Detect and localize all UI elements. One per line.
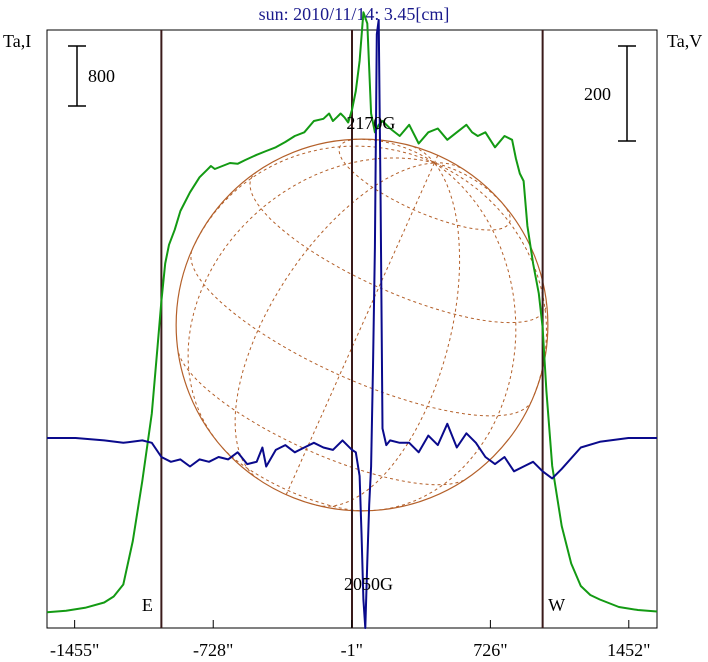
disk-limb	[175, 138, 549, 512]
x-ticks: -1455" -728" -1" 726" 1452"	[50, 620, 650, 660]
longitude-line	[434, 162, 501, 202]
annotation-peak-positive: 2170G	[346, 113, 395, 133]
left-axis-label: Ta,I	[3, 31, 31, 51]
chart-title: sun: 2010/11/14: 3.45[cm]	[259, 4, 450, 24]
annotation-peak-negative: 2050G	[344, 574, 393, 594]
left-scale-bar	[68, 45, 86, 107]
latitude-line	[222, 447, 364, 512]
longitude-line	[362, 138, 435, 164]
right-axis-label: Ta,V	[667, 31, 702, 51]
limb-label-e: E	[142, 595, 153, 615]
latitude-line	[338, 138, 511, 231]
longitude-line	[372, 162, 517, 512]
series-lines	[46, 11, 658, 629]
solar-disk-grid	[175, 138, 549, 512]
x-tick-label: 726"	[473, 640, 507, 660]
x-tick-label: 1452"	[607, 640, 650, 660]
x-tick-label: -1455"	[50, 640, 99, 660]
right-scale-bar	[618, 45, 636, 142]
longitude-line	[433, 155, 439, 164]
right-scale-label: 200	[584, 84, 611, 104]
longitude-line	[194, 145, 435, 244]
limb-label-w: W	[548, 595, 565, 615]
longitude-line	[187, 157, 435, 442]
longitude-line	[234, 162, 435, 480]
left-scale-label: 800	[88, 66, 115, 86]
longitude-line	[434, 162, 461, 169]
annotations: 2170G 2050G	[344, 113, 395, 594]
x-tick-label: -728"	[193, 640, 233, 660]
x-tick-label: -1"	[341, 640, 363, 660]
series-line-I	[46, 11, 658, 614]
longitude-line	[316, 162, 461, 507]
longitude-line	[413, 146, 435, 164]
latitude-line	[190, 250, 532, 417]
latitude-line	[249, 171, 547, 324]
series-line-V	[47, 19, 657, 629]
